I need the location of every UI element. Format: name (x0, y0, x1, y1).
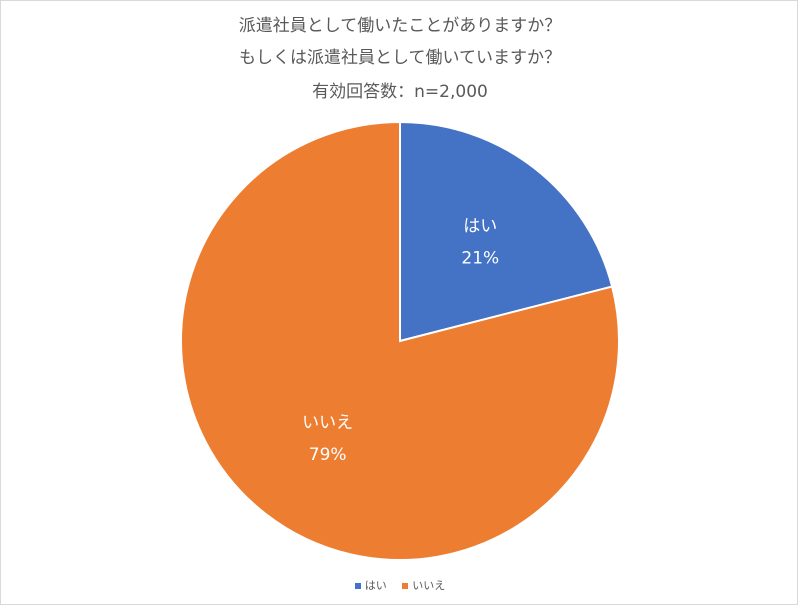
legend-label: はい (364, 579, 387, 592)
data-label-category: いいえ (302, 413, 353, 433)
pie-slice-0 (399, 120, 614, 343)
data-label-percent: 79% (309, 445, 347, 465)
pie-slice-1 (180, 120, 620, 561)
legend: はい いいえ (1, 577, 798, 593)
legend-swatch (354, 583, 361, 589)
chart-title-line-1: 派遣社員として働いたことがありますか？ (238, 16, 562, 36)
legend-swatch (402, 583, 409, 589)
chart-title-line-3: 有効回答数：n=2,000 (312, 82, 488, 102)
legend-item-iie: いいえ (402, 579, 445, 592)
legend-item-hai: はい (354, 579, 387, 592)
data-label-category: はい (463, 216, 497, 236)
legend-label: いいえ (412, 579, 446, 592)
chart-title-line-2: もしくは派遣社員として働いていますか？ (239, 48, 561, 68)
data-label-percent: 21% (461, 248, 499, 268)
